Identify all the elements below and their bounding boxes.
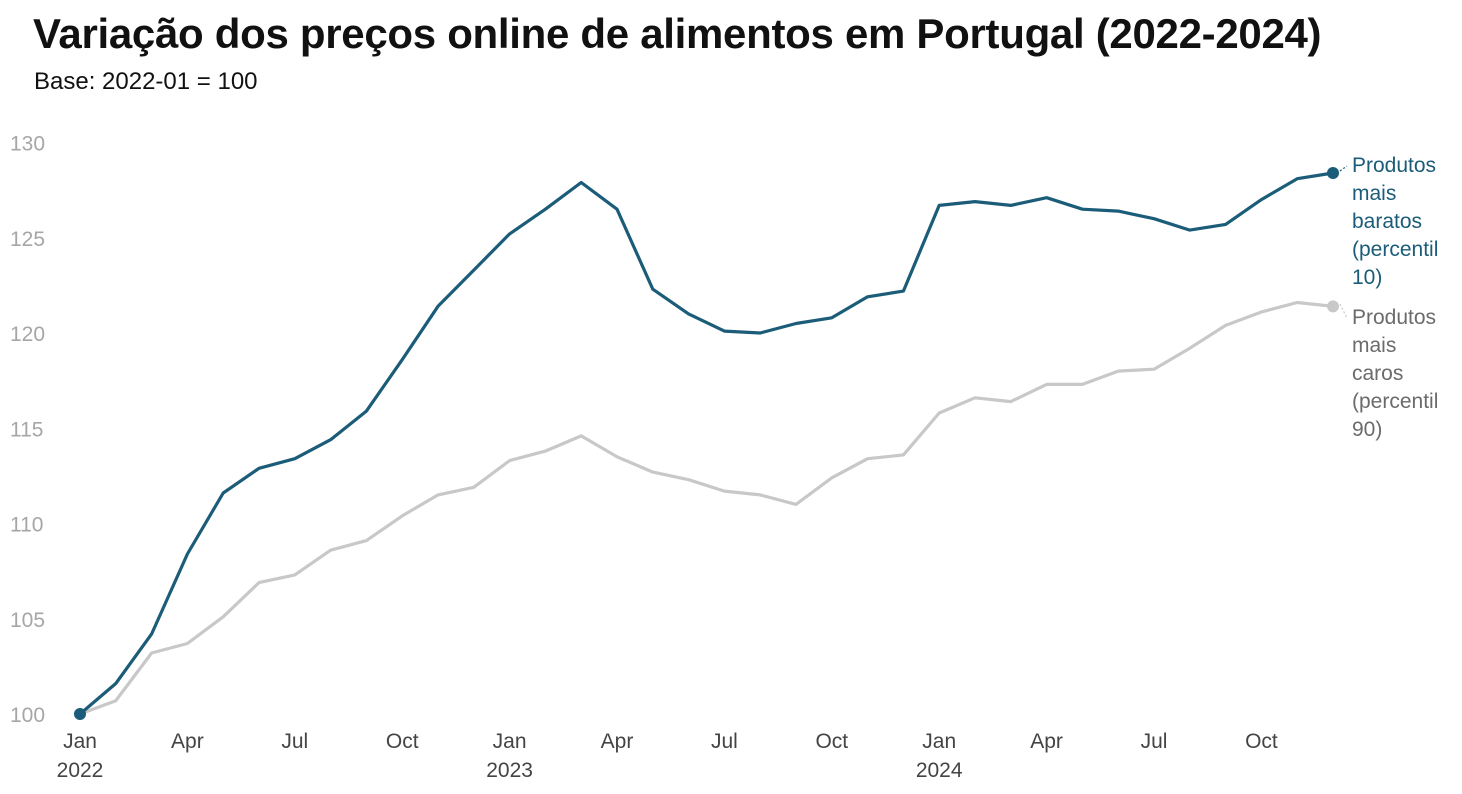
x-tick-label: Oct	[815, 730, 848, 753]
y-tick-label: 120	[10, 323, 45, 346]
y-axis: 100 105 110 115 120 125 130	[10, 133, 45, 728]
series-layer	[74, 166, 1339, 720]
x-tick-year-label: 2023	[486, 759, 533, 782]
series-label-line: mais	[1352, 182, 1396, 205]
series-label: Produtos mais caros (percentil 90)	[1352, 306, 1438, 441]
series-label-line: Produtos	[1352, 306, 1436, 329]
y-tick-label: 100	[10, 704, 45, 727]
x-tick-label: Jan	[493, 730, 527, 753]
x-tick-label: Apr	[601, 730, 634, 753]
series-label-line: 10)	[1352, 266, 1382, 289]
series-label-line: (percentil	[1352, 390, 1438, 413]
y-tick-label: 115	[10, 418, 43, 441]
series-label-line: mais	[1352, 334, 1396, 357]
label-connector	[1339, 165, 1348, 172]
y-tick-label: 105	[10, 609, 45, 632]
x-tick-label: Jul	[1141, 730, 1168, 753]
series-line	[78, 171, 1335, 716]
series-start-marker	[74, 708, 86, 720]
y-tick-label: 110	[10, 514, 43, 537]
x-tick-year-label: 2024	[916, 759, 963, 782]
series-end-marker	[1327, 166, 1339, 179]
x-tick-label: Jul	[711, 730, 738, 753]
label-connector	[1339, 304, 1348, 319]
x-tick-label: Apr	[1030, 730, 1063, 753]
chart-subtitle: Base: 2022-01 = 100	[34, 68, 258, 95]
series-labels: Produtos mais caros (percentil 90) Produtos ma…	[1339, 154, 1438, 441]
x-tick-label: Oct	[1245, 730, 1278, 753]
x-tick-label: Jan	[63, 730, 97, 753]
y-tick-label: 125	[10, 228, 45, 251]
x-tick-label: Jul	[281, 730, 308, 753]
series-label: Produtos mais baratos (percentil 10)	[1352, 154, 1438, 289]
series-label-line: baratos	[1352, 210, 1422, 233]
x-tick-label: Jan	[922, 730, 956, 753]
x-tick-label: Oct	[386, 730, 419, 753]
x-axis: Jan 2022 Apr Jul Oct Jan 2023 Apr Jul Oct Jan 2024 A…	[57, 730, 1278, 782]
x-tick-year-label: 2022	[57, 759, 104, 782]
series-label-line: caros	[1352, 362, 1403, 385]
x-tick-label: Apr	[171, 730, 204, 753]
series-label-line: 90)	[1352, 418, 1382, 441]
chart-title: Variação dos preços online de alimentos …	[33, 10, 1322, 57]
series-line	[78, 300, 1335, 716]
series-label-line: Produtos	[1352, 154, 1436, 177]
y-tick-label: 130	[10, 133, 45, 156]
series-end-marker	[1327, 300, 1339, 313]
series-label-line: (percentil	[1352, 238, 1438, 261]
